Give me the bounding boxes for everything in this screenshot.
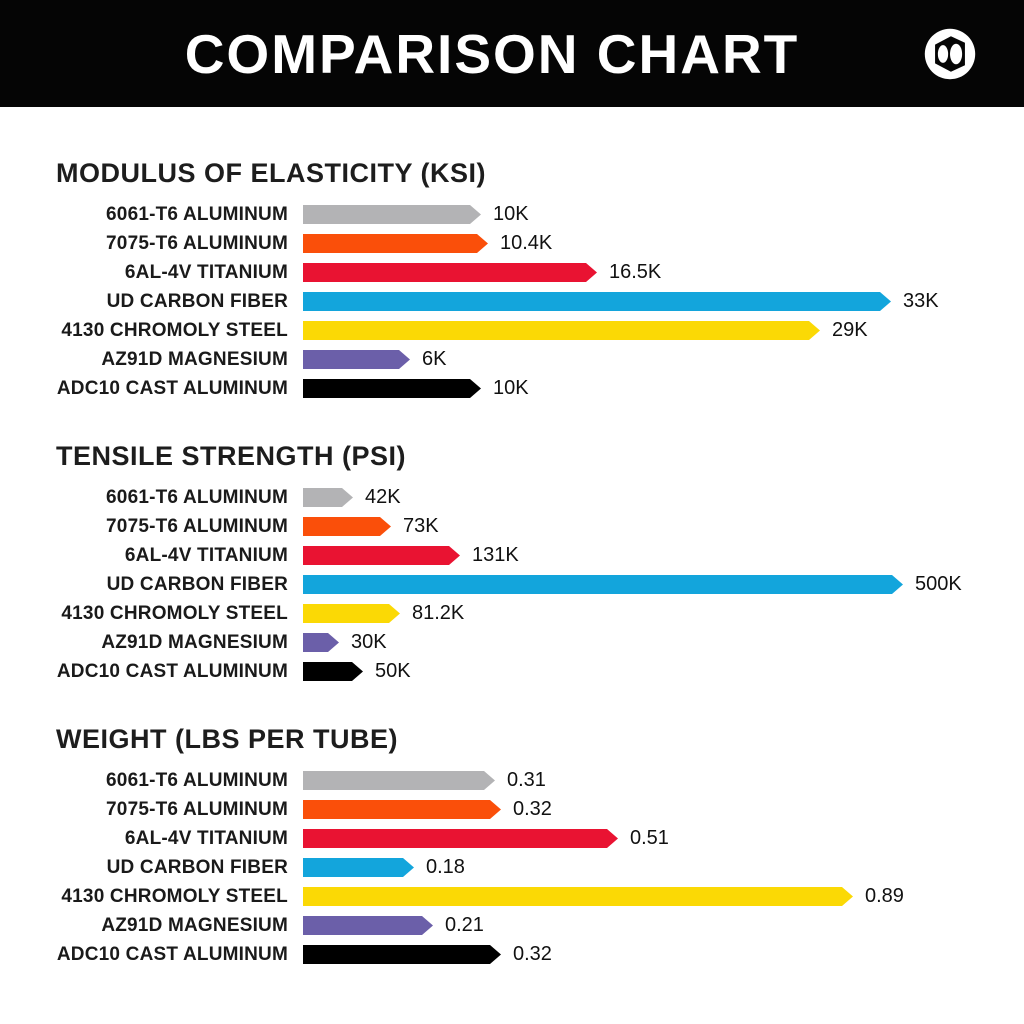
- chart-row: AZ91D MAGNESIUM 0.21: [56, 911, 1024, 940]
- value-label: 500K: [915, 573, 962, 595]
- material-label: 6061-T6 ALUMINUM: [106, 769, 288, 791]
- header-bar: COMPARISON CHART: [0, 0, 1024, 107]
- value-label: 42K: [365, 486, 401, 508]
- chart-row: 4130 CHROMOLY STEEL 29K: [56, 316, 1024, 345]
- value-bar: [303, 488, 353, 507]
- value-label: 16.5K: [609, 261, 662, 283]
- value-bar: [303, 662, 363, 681]
- material-label: 6AL-4V TITANIUM: [124, 544, 288, 566]
- chart-row: 4130 CHROMOLY STEEL 0.89: [56, 882, 1024, 911]
- chart-section: MODULUS OF ELASTICITY (KSI) 6061-T6 ALUM…: [56, 160, 1024, 403]
- material-label: 6AL-4V TITANIUM: [124, 827, 288, 849]
- value-label: 50K: [375, 660, 411, 682]
- value-bar: [303, 633, 339, 652]
- chart-section: WEIGHT (LBS PER TUBE) 6061-T6 ALUMINUM 0.…: [56, 726, 1024, 969]
- value-label: 0.32: [513, 943, 552, 965]
- chart-section: TENSILE STRENGTH (PSI) 6061-T6 ALUMINUM 4…: [56, 443, 1024, 686]
- material-label: UD CARBON FIBER: [106, 856, 288, 878]
- chart-row: ADC10 CAST ALUMINUM 10K: [56, 374, 1024, 403]
- chart-row: 6061-T6 ALUMINUM 42K: [56, 483, 1024, 512]
- chart-row: UD CARBON FIBER 0.18: [56, 853, 1024, 882]
- section-title: TENSILE STRENGTH (PSI): [56, 441, 407, 471]
- material-label: 7075-T6 ALUMINUM: [106, 798, 288, 820]
- section-title: MODULUS OF ELASTICITY (KSI): [56, 158, 486, 188]
- material-label: ADC10 CAST ALUMINUM: [56, 943, 288, 965]
- value-label: 30K: [351, 631, 387, 653]
- material-label: UD CARBON FIBER: [106, 290, 288, 312]
- value-bar: [303, 321, 820, 340]
- value-label: 73K: [403, 515, 439, 537]
- chart-row: ADC10 CAST ALUMINUM 50K: [56, 657, 1024, 686]
- value-bar: [303, 292, 891, 311]
- value-bar: [303, 263, 597, 282]
- value-bar: [303, 800, 501, 819]
- value-bar: [303, 771, 495, 790]
- value-label: 0.21: [445, 914, 484, 936]
- material-label: 4130 CHROMOLY STEEL: [61, 319, 288, 341]
- value-label: 131K: [472, 544, 519, 566]
- value-bar: [303, 350, 410, 369]
- value-bar: [303, 234, 488, 253]
- value-bar: [303, 829, 618, 848]
- chart-row: 6AL-4V TITANIUM 131K: [56, 541, 1024, 570]
- material-label: 6061-T6 ALUMINUM: [106, 203, 288, 225]
- material-label: 6061-T6 ALUMINUM: [106, 486, 288, 508]
- value-label: 6K: [422, 348, 447, 370]
- value-bar: [303, 379, 481, 398]
- chart-row: ADC10 CAST ALUMINUM 0.32: [56, 940, 1024, 969]
- material-label: 4130 CHROMOLY STEEL: [61, 602, 288, 624]
- section-rows: 6061-T6 ALUMINUM 10K 7075-T6 ALUMINUM 10.4K…: [56, 200, 1024, 403]
- material-label: ADC10 CAST ALUMINUM: [56, 660, 288, 682]
- value-bar: [303, 858, 414, 877]
- chart-row: UD CARBON FIBER 500K: [56, 570, 1024, 599]
- value-bar: [303, 575, 903, 594]
- value-label: 0.18: [426, 856, 465, 878]
- chart-row: AZ91D MAGNESIUM 30K: [56, 628, 1024, 657]
- material-label: 7075-T6 ALUMINUM: [106, 232, 288, 254]
- section-title: WEIGHT (LBS PER TUBE): [56, 724, 398, 754]
- material-label: UD CARBON FIBER: [106, 573, 288, 595]
- value-label: 0.89: [865, 885, 904, 907]
- value-bar: [303, 945, 501, 964]
- value-bar: [303, 205, 481, 224]
- material-label: AZ91D MAGNESIUM: [101, 348, 288, 370]
- section-rows: 6061-T6 ALUMINUM 0.31 7075-T6 ALUMINUM 0.32…: [56, 766, 1024, 969]
- chart-row: 6AL-4V TITANIUM 16.5K: [56, 258, 1024, 287]
- value-label: 10.4K: [500, 232, 553, 254]
- value-label: 10K: [493, 377, 529, 399]
- material-label: AZ91D MAGNESIUM: [101, 631, 288, 653]
- section-rows: 6061-T6 ALUMINUM 42K 7075-T6 ALUMINUM 73K 6A…: [56, 483, 1024, 686]
- chart-row: 6061-T6 ALUMINUM 0.31: [56, 766, 1024, 795]
- hex-tube-logo-icon: [924, 28, 976, 80]
- value-bar: [303, 546, 460, 565]
- value-label: 10K: [493, 203, 529, 225]
- chart-row: 7075-T6 ALUMINUM 10.4K: [56, 229, 1024, 258]
- chart-row: AZ91D MAGNESIUM 6K: [56, 345, 1024, 374]
- chart-sections: MODULUS OF ELASTICITY (KSI) 6061-T6 ALUM…: [0, 107, 1024, 969]
- material-label: 4130 CHROMOLY STEEL: [61, 885, 288, 907]
- chart-row: 6061-T6 ALUMINUM 10K: [56, 200, 1024, 229]
- value-bar: [303, 517, 391, 536]
- value-bar: [303, 916, 433, 935]
- material-label: ADC10 CAST ALUMINUM: [56, 377, 288, 399]
- value-label: 0.32: [513, 798, 552, 820]
- material-label: 6AL-4V TITANIUM: [124, 261, 288, 283]
- value-label: 81.2K: [412, 602, 465, 624]
- value-label: 29K: [832, 319, 868, 341]
- value-label: 0.31: [507, 769, 546, 791]
- value-label: 0.51: [630, 827, 669, 849]
- page-title: COMPARISON CHART: [184, 22, 800, 85]
- chart-row: UD CARBON FIBER 33K: [56, 287, 1024, 316]
- material-label: 7075-T6 ALUMINUM: [106, 515, 288, 537]
- value-bar: [303, 604, 400, 623]
- chart-row: 6AL-4V TITANIUM 0.51: [56, 824, 1024, 853]
- chart-row: 7075-T6 ALUMINUM 0.32: [56, 795, 1024, 824]
- chart-row: 7075-T6 ALUMINUM 73K: [56, 512, 1024, 541]
- value-bar: [303, 887, 853, 906]
- value-label: 33K: [903, 290, 939, 312]
- material-label: AZ91D MAGNESIUM: [101, 914, 288, 936]
- chart-row: 4130 CHROMOLY STEEL 81.2K: [56, 599, 1024, 628]
